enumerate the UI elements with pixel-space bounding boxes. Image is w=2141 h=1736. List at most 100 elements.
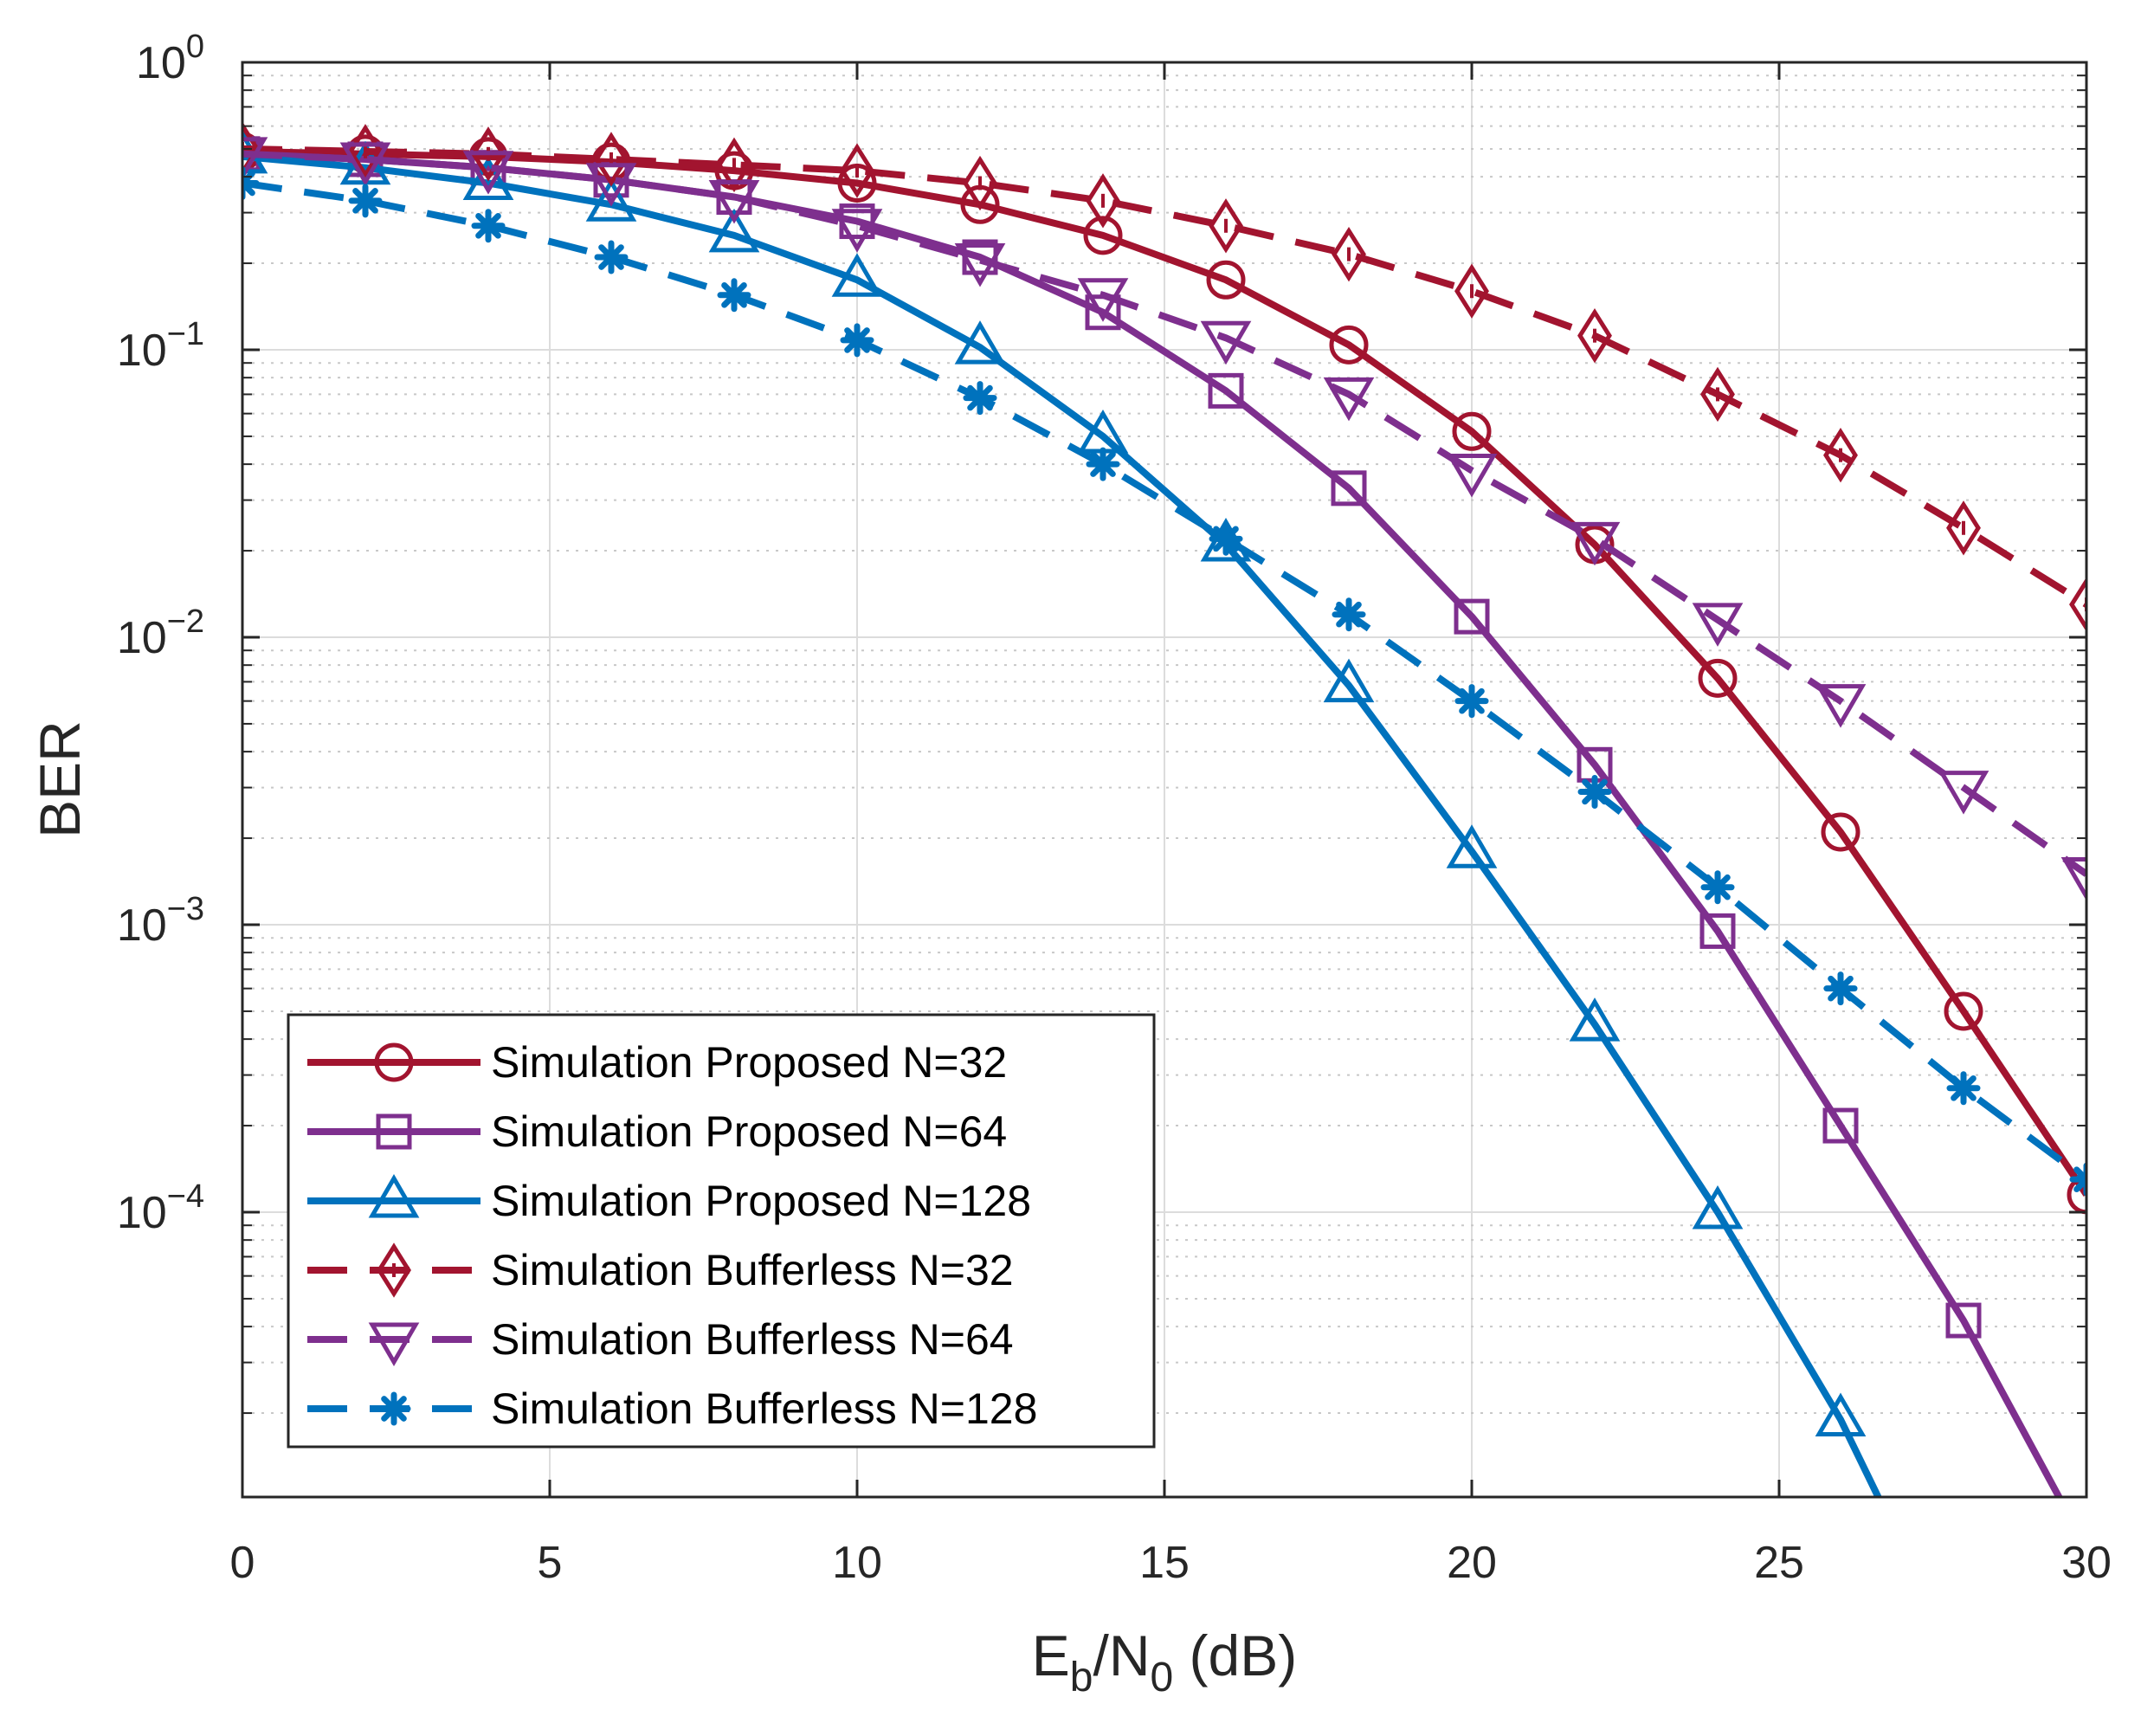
y-tick-label: 10−3	[117, 891, 204, 951]
series-5	[242, 137, 2086, 901]
y-tick-exponent: 0	[186, 29, 204, 65]
data-point	[954, 320, 1006, 365]
data-point	[368, 1174, 420, 1218]
data-point	[1700, 366, 1735, 423]
x-axis-label-sub2: 0	[1151, 1655, 1174, 1701]
data-point	[1577, 774, 1612, 809]
y-tick-base: 10	[117, 900, 167, 951]
series-line	[242, 179, 2086, 1183]
legend-label: Simulation Bufferless N=128	[491, 1384, 1037, 1433]
data-point	[1569, 997, 1621, 1042]
series-line	[242, 145, 2086, 608]
legend-entry: Simulation Bufferless N=32	[307, 1242, 1014, 1298]
y-tick-label: 10−1	[117, 316, 204, 376]
data-point	[1821, 812, 1860, 852]
data-point	[585, 163, 637, 207]
legend-entry: Simulation Proposed N=64	[307, 1107, 1007, 1156]
data-point	[840, 323, 874, 358]
legend-box	[287, 1013, 1156, 1449]
data-point	[1206, 260, 1246, 300]
data-point	[1944, 991, 1983, 1031]
series-line	[242, 147, 2086, 1197]
data-point	[1946, 1071, 1981, 1106]
legend: Simulation Proposed N=32 Simulation Propo…	[287, 1013, 1156, 1449]
data-point	[963, 155, 997, 211]
y-tick-exponent: −2	[167, 603, 204, 640]
data-point	[339, 142, 391, 186]
x-axis-label-main: E	[1032, 1623, 1070, 1688]
x-axis-label: Eb/N0 (dB)	[1032, 1623, 1297, 1701]
legend-entry: Simulation Proposed N=128	[307, 1174, 1031, 1225]
data-point	[1822, 1107, 1859, 1144]
data-point	[1083, 216, 1123, 255]
data-point	[1698, 658, 1738, 698]
data-point	[471, 209, 506, 243]
data-point	[831, 253, 883, 297]
data-point	[1569, 521, 1621, 566]
series-6	[242, 166, 2086, 1197]
data-point	[462, 156, 514, 201]
data-point	[1446, 454, 1498, 498]
data-point	[1209, 198, 1243, 254]
legend-entry: Simulation Proposed N=32	[307, 1038, 1007, 1087]
data-point	[1086, 447, 1120, 481]
data-point	[348, 184, 383, 218]
data-point	[840, 143, 874, 198]
x-tick-labels: 0 5 10 15 20 25 30	[230, 1538, 2112, 1588]
y-tick-base: 10	[117, 1188, 167, 1238]
y-tick-label: 10−2	[117, 603, 204, 663]
x-tick-label: 5	[538, 1538, 563, 1588]
y-axis-label: BER	[28, 720, 92, 838]
data-point	[1699, 913, 1736, 949]
data-point	[954, 242, 1006, 287]
data-point	[1323, 377, 1375, 422]
legend-label: Simulation Proposed N=64	[491, 1107, 1007, 1156]
data-point	[1323, 658, 1375, 703]
data-point	[1577, 307, 1612, 364]
data-point	[1454, 684, 1489, 719]
y-tick-label: 100	[136, 29, 204, 88]
data-point	[2060, 857, 2086, 901]
y-tick-base: 10	[136, 38, 186, 88]
x-tick-label: 0	[230, 1538, 255, 1588]
legend-entries: Simulation Proposed N=32 Simulation Propo…	[307, 1038, 1037, 1433]
data-point	[1452, 411, 1492, 451]
legend-entry: Simulation Bufferless N=64	[307, 1315, 1014, 1366]
legend-label: Simulation Bufferless N=64	[491, 1315, 1014, 1364]
data-point	[1454, 598, 1490, 635]
data-point	[462, 151, 514, 195]
data-point	[1209, 521, 1243, 556]
series-1	[242, 132, 2086, 1215]
data-point	[1332, 597, 1366, 632]
data-point	[1938, 771, 1989, 815]
data-point	[963, 381, 997, 416]
y-tick-exponent: −3	[167, 891, 204, 927]
x-tick-label: 10	[832, 1538, 882, 1588]
series-line	[242, 150, 2063, 1497]
data-point	[1823, 427, 1858, 483]
data-point	[1815, 684, 1867, 728]
data-point	[1692, 1185, 1744, 1229]
data-point	[1208, 372, 1244, 409]
data-point	[368, 1322, 420, 1366]
data-point	[1331, 470, 1367, 507]
axis-ticks	[241, 61, 2088, 1497]
data-point	[2067, 1175, 2086, 1215]
legend-entry: Simulation Bufferless N=128	[307, 1384, 1037, 1433]
x-tick-label: 20	[1447, 1538, 1497, 1588]
data-point	[1454, 263, 1489, 319]
legend-label: Simulation Proposed N=32	[491, 1038, 1007, 1087]
data-point	[377, 1391, 411, 1426]
data-point	[1200, 320, 1252, 365]
data-point	[1945, 1302, 1982, 1339]
y-tick-base: 10	[117, 326, 167, 376]
y-tick-label: 10−4	[117, 1178, 204, 1238]
data-point	[1329, 325, 1369, 365]
series-line	[242, 150, 2086, 877]
data-point	[717, 278, 751, 313]
x-tick-label: 15	[1139, 1538, 1190, 1588]
series-line	[242, 152, 1882, 1497]
data-point	[708, 208, 760, 253]
data-point	[585, 177, 637, 222]
